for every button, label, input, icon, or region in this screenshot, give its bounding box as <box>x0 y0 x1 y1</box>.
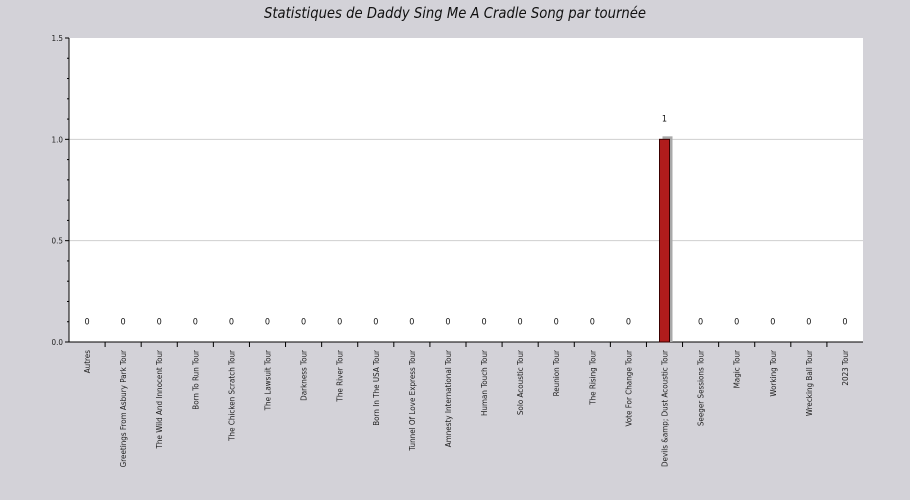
data-label: 0 <box>806 318 811 328</box>
x-tick-label: Wrecking Ball Tour <box>805 350 814 416</box>
x-tick-label: Solo Acoustic Tour <box>516 350 525 415</box>
data-label: 0 <box>157 318 162 328</box>
x-tick-label: The Rising Tour <box>588 350 597 406</box>
data-label: 0 <box>481 318 486 328</box>
data-label: 0 <box>626 318 631 328</box>
data-label: 0 <box>698 318 703 328</box>
data-label: 0 <box>373 318 378 328</box>
plot-area <box>69 38 863 342</box>
y-tick-label: 0.0 <box>52 338 64 347</box>
data-label: 0 <box>518 318 523 328</box>
x-tick-label: The River Tour <box>336 350 345 403</box>
x-tick-label: Autres <box>83 350 92 374</box>
x-tick-label: The Lawsuit Tour <box>264 350 273 411</box>
data-label: 0 <box>265 318 270 328</box>
x-tick-label: Human Touch Tour <box>480 350 489 416</box>
data-label: 1 <box>662 114 667 124</box>
data-label: 0 <box>445 318 450 328</box>
data-label: 0 <box>84 318 89 328</box>
data-label: 0 <box>337 318 342 328</box>
x-tick-label: Born To Run Tour <box>191 350 200 410</box>
x-tick-label: Born In The USA Tour <box>372 350 381 426</box>
data-label: 0 <box>301 318 306 328</box>
x-tick-label: Devils &amp; Dust Acoustic Tour <box>661 350 670 467</box>
data-label: 0 <box>121 318 126 328</box>
data-label: 0 <box>770 318 775 328</box>
chart-title: Statistiques de Daddy Sing Me A Cradle S… <box>263 4 647 22</box>
data-label: 0 <box>229 318 234 328</box>
x-tick-label: The Chicken Scratch Tour <box>227 350 236 442</box>
x-tick-label: Darkness Tour <box>300 350 309 401</box>
x-tick-label: 2023 Tour <box>841 350 850 386</box>
x-tick-label: The Wild And Innocent Tour <box>155 350 164 450</box>
data-label: 0 <box>193 318 198 328</box>
data-label: 0 <box>590 318 595 328</box>
x-tick-label: Reunion Tour <box>552 350 561 396</box>
bar <box>659 138 670 343</box>
y-tick-label: 0.5 <box>52 237 63 246</box>
x-tick-label: Amnesty International Tour <box>444 350 453 447</box>
x-tick-label: Working Tour <box>769 350 778 397</box>
x-tick-label: Vote For Change Tour <box>624 350 633 427</box>
data-label: 0 <box>842 318 847 328</box>
x-tick-label: Seeger Sessions Tour <box>697 350 706 426</box>
data-label: 0 <box>734 318 739 328</box>
data-label: 0 <box>409 318 414 328</box>
x-tick-label: Magic Tour <box>733 350 742 388</box>
data-label: 0 <box>554 318 559 328</box>
x-tick-label: Greetings From Asbury Park Tour <box>119 350 128 467</box>
x-tick-label: Tunnel Of Love Express Tour <box>408 350 417 452</box>
y-tick-label: 1.0 <box>52 135 64 144</box>
y-tick-label: 1.5 <box>52 34 63 43</box>
